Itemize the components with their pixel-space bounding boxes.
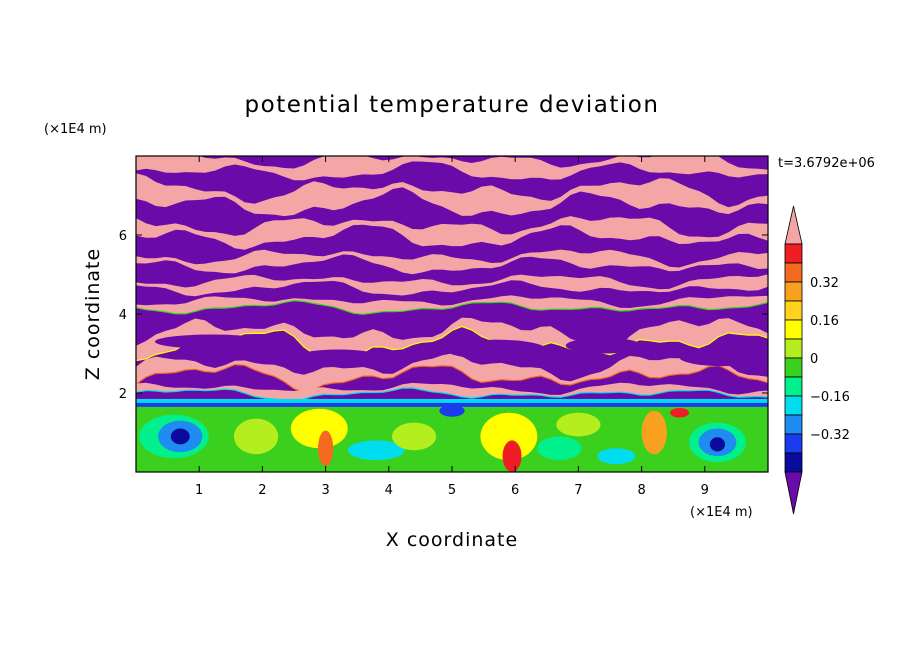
colorbar-label: 0.32 [810, 276, 839, 291]
y-tick-label: 2 [119, 387, 127, 402]
x-unit-label: (×1E4 m) [690, 505, 753, 520]
x-axis: 1 2 3 4 5 6 7 8 9 [195, 156, 709, 498]
colorbar-swatch [784, 414, 803, 435]
colorbar-swatch [784, 319, 803, 340]
x-tick-label: 6 [511, 483, 519, 498]
y-tick-label: 6 [119, 229, 127, 244]
colorbar-swatch [784, 262, 803, 283]
time-label: t=3.6792e+06 [778, 156, 875, 171]
colorbar-swatch [784, 452, 803, 473]
x-axis-title: X coordinate [386, 529, 518, 551]
colorbar-label: 0 [810, 352, 818, 367]
x-tick-label: 5 [448, 483, 456, 498]
y-axis-title: Z coordinate [82, 248, 104, 380]
x-tick-label: 4 [385, 483, 393, 498]
colorbar-label: −0.32 [810, 428, 850, 443]
colorbar-swatch [784, 281, 803, 302]
x-tick-label: 3 [321, 483, 329, 498]
colorbar-swatch [784, 357, 803, 378]
colorbar-swatch [784, 338, 803, 359]
contour-field [136, 156, 768, 472]
y-tick-label: 4 [119, 308, 127, 323]
x-tick-label: 2 [258, 483, 266, 498]
x-tick-label: 9 [701, 483, 709, 498]
x-tick-label: 7 [574, 483, 582, 498]
x-tick-label: 8 [637, 483, 645, 498]
colorbar-swatch [784, 433, 803, 454]
colorbar-swatch [784, 300, 803, 321]
colorbar-bottom-triangle [784, 471, 803, 515]
colorbar-swatch [784, 376, 803, 397]
y-axis: 2 4 6 [119, 229, 768, 402]
y-unit-label: (×1E4 m) [44, 122, 107, 137]
colorbar-label: −0.16 [810, 390, 850, 405]
x-tick-label: 1 [195, 483, 203, 498]
chart-title: potential temperature deviation [245, 92, 660, 118]
colorbar: 0.32 0.16 0 −0.16 −0.32 [784, 205, 850, 515]
colorbar-swatch [784, 243, 803, 264]
colorbar-top-triangle [784, 205, 803, 245]
colorbar-label: 0.16 [810, 314, 839, 329]
colorbar-swatch [784, 395, 803, 416]
